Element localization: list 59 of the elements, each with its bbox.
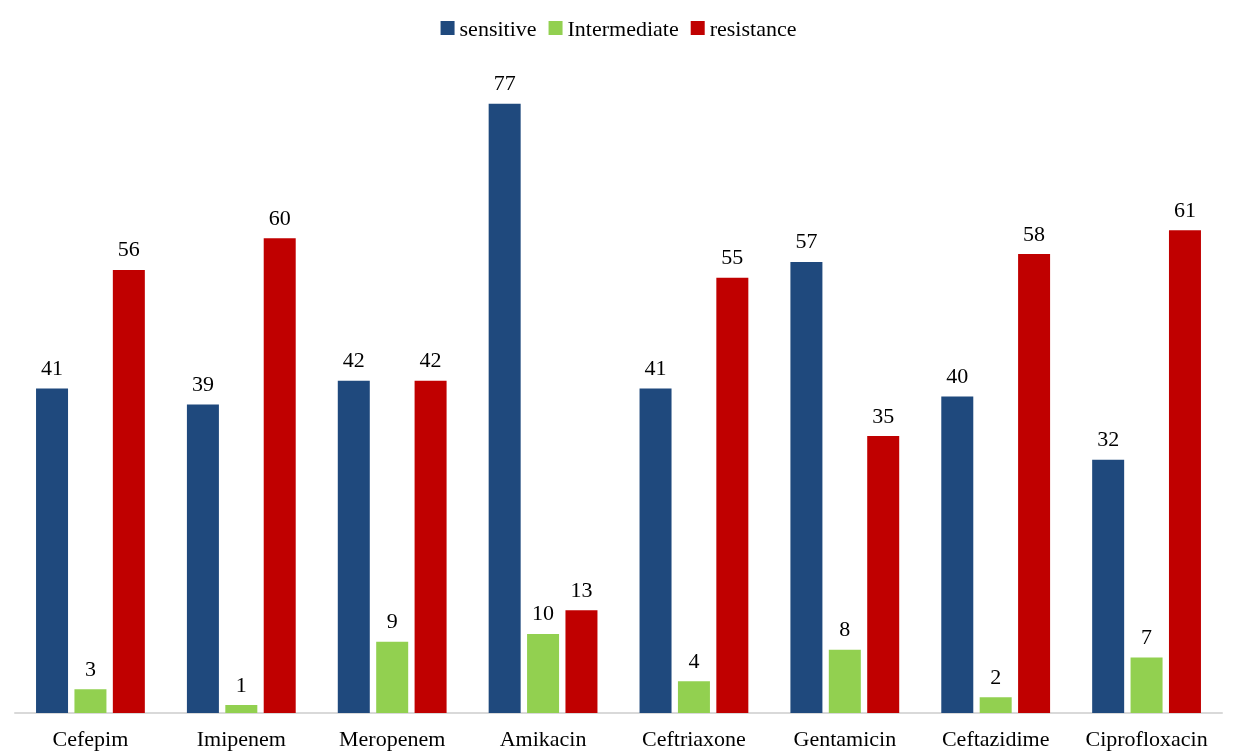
bar (941, 396, 974, 713)
data-label: 40 (946, 363, 969, 388)
data-label: 7 (1141, 624, 1153, 650)
bar (565, 610, 598, 713)
data-label: 13 (570, 576, 593, 602)
data-label: 57 (795, 228, 818, 254)
bar (527, 633, 560, 713)
bar (639, 388, 672, 713)
data-label: 4 (688, 647, 700, 673)
data-label: 2 (990, 663, 1002, 689)
bar (225, 705, 258, 713)
data-label: 58 (1023, 220, 1046, 246)
x-tick-label: Ceftriaxone (642, 725, 746, 751)
legend-label: resistance (709, 15, 797, 41)
bar (1130, 657, 1163, 713)
bar (1168, 230, 1201, 713)
bar (716, 277, 749, 713)
data-label: 60 (268, 204, 291, 230)
x-tick-label: Meropenem (339, 725, 446, 751)
x-tick-label: Cefepim (52, 725, 129, 751)
data-label: 8 (839, 616, 851, 642)
legend-label: Intermediate (567, 15, 679, 41)
legend-label: sensitive (459, 15, 537, 41)
data-label: 1 (235, 671, 247, 697)
data-label: 9 (386, 608, 398, 634)
data-label: 41 (41, 355, 64, 381)
x-tick-label: Amikacin (499, 725, 587, 751)
data-label: 3 (84, 655, 96, 681)
bar (263, 238, 296, 713)
data-label: 35 (872, 402, 895, 428)
x-tick-label: Ceftazidime (941, 725, 1050, 751)
data-label: 32 (1097, 426, 1120, 452)
x-tick-label: Gentamicin (793, 725, 897, 751)
data-label: 42 (342, 347, 365, 373)
data-label: 77 (493, 70, 516, 96)
bar (337, 380, 370, 713)
x-tick-label: Imipenem (196, 725, 286, 751)
data-label: 55 (721, 244, 744, 270)
bar (376, 641, 409, 713)
bar (979, 697, 1012, 713)
data-label: 39 (191, 370, 214, 396)
data-label: 10 (532, 600, 555, 626)
bar (1092, 459, 1125, 713)
bar (36, 388, 69, 713)
bar (112, 269, 145, 713)
bar (828, 649, 861, 713)
data-label: 56 (117, 236, 140, 262)
x-tick-label: Ciprofloxacin (1085, 725, 1208, 751)
bar (74, 689, 107, 713)
bar (186, 404, 219, 713)
data-label: 61 (1173, 196, 1196, 222)
bar (414, 380, 447, 713)
bar (790, 261, 823, 713)
bar (488, 103, 521, 713)
data-label: 41 (644, 355, 667, 381)
bar (867, 436, 900, 713)
data-label: 42 (419, 347, 442, 373)
bar (677, 681, 710, 713)
bar (1018, 254, 1051, 713)
